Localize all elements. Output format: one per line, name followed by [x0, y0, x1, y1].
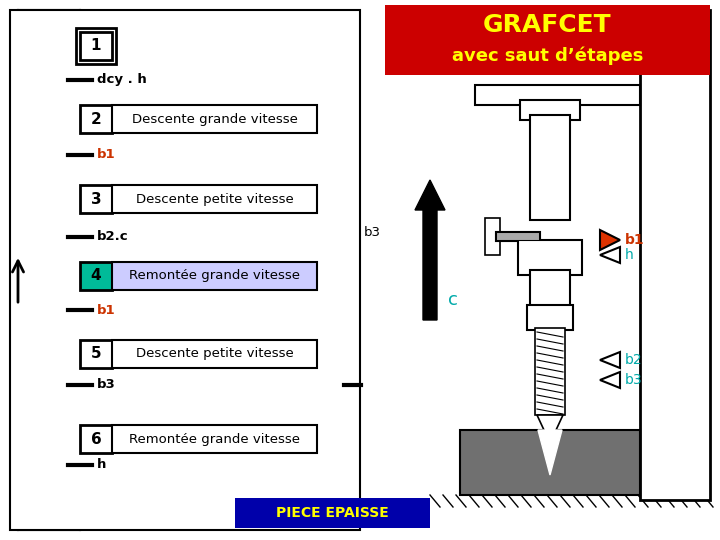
- Text: h: h: [625, 248, 634, 262]
- Polygon shape: [600, 352, 620, 368]
- Text: b1: b1: [625, 233, 644, 247]
- Bar: [80, 262, 112, 290]
- Text: b2.c: b2.c: [97, 231, 129, 244]
- Bar: [530, 115, 570, 220]
- Text: avec saut d’étapes: avec saut d’étapes: [452, 46, 643, 65]
- Bar: [80, 105, 112, 133]
- Text: GRAFCET: GRAFCET: [483, 12, 612, 37]
- Text: c: c: [448, 291, 458, 309]
- Bar: [390, 10, 700, 50]
- Bar: [485, 218, 500, 255]
- Text: 2: 2: [91, 111, 102, 126]
- Bar: [80, 425, 112, 453]
- Bar: [112, 340, 317, 368]
- Text: 5: 5: [91, 347, 102, 361]
- Bar: [112, 185, 317, 213]
- Bar: [112, 262, 317, 290]
- Polygon shape: [600, 247, 620, 263]
- Text: PIECE EPAISSE: PIECE EPAISSE: [276, 506, 389, 520]
- Bar: [520, 100, 580, 120]
- Bar: [527, 305, 573, 330]
- Text: b1: b1: [97, 148, 116, 161]
- Bar: [385, 5, 710, 75]
- Text: Remontée grande vitesse: Remontée grande vitesse: [129, 269, 300, 282]
- Text: 4: 4: [91, 268, 102, 284]
- Polygon shape: [600, 230, 620, 250]
- Text: dcy . h: dcy . h: [97, 73, 147, 86]
- Bar: [640, 10, 710, 500]
- Text: Descente petite vitesse: Descente petite vitesse: [135, 348, 293, 361]
- Bar: [112, 105, 317, 133]
- Text: Descente petite vitesse: Descente petite vitesse: [135, 192, 293, 206]
- Text: b3: b3: [364, 226, 381, 240]
- Bar: [10, 10, 360, 530]
- FancyArrow shape: [415, 180, 445, 320]
- Text: 3: 3: [91, 192, 102, 206]
- Bar: [460, 430, 640, 495]
- Polygon shape: [537, 415, 563, 443]
- Bar: [475, 85, 640, 105]
- Bar: [76, 28, 116, 64]
- Bar: [80, 32, 112, 60]
- Text: b2: b2: [625, 353, 643, 367]
- Bar: [80, 185, 112, 213]
- Polygon shape: [600, 372, 620, 388]
- Text: b3: b3: [97, 379, 116, 392]
- Text: 1: 1: [91, 38, 102, 53]
- Polygon shape: [538, 430, 562, 475]
- Bar: [518, 240, 582, 275]
- Text: h: h: [97, 458, 107, 471]
- Bar: [535, 328, 565, 415]
- Bar: [80, 340, 112, 368]
- Text: Remontée grande vitesse: Remontée grande vitesse: [129, 433, 300, 446]
- Bar: [235, 498, 430, 528]
- Text: b3: b3: [625, 373, 643, 387]
- Text: b1: b1: [97, 303, 116, 316]
- Text: 6: 6: [91, 431, 102, 447]
- Bar: [112, 425, 317, 453]
- Bar: [530, 270, 570, 310]
- Text: Descente grande vitesse: Descente grande vitesse: [132, 112, 297, 125]
